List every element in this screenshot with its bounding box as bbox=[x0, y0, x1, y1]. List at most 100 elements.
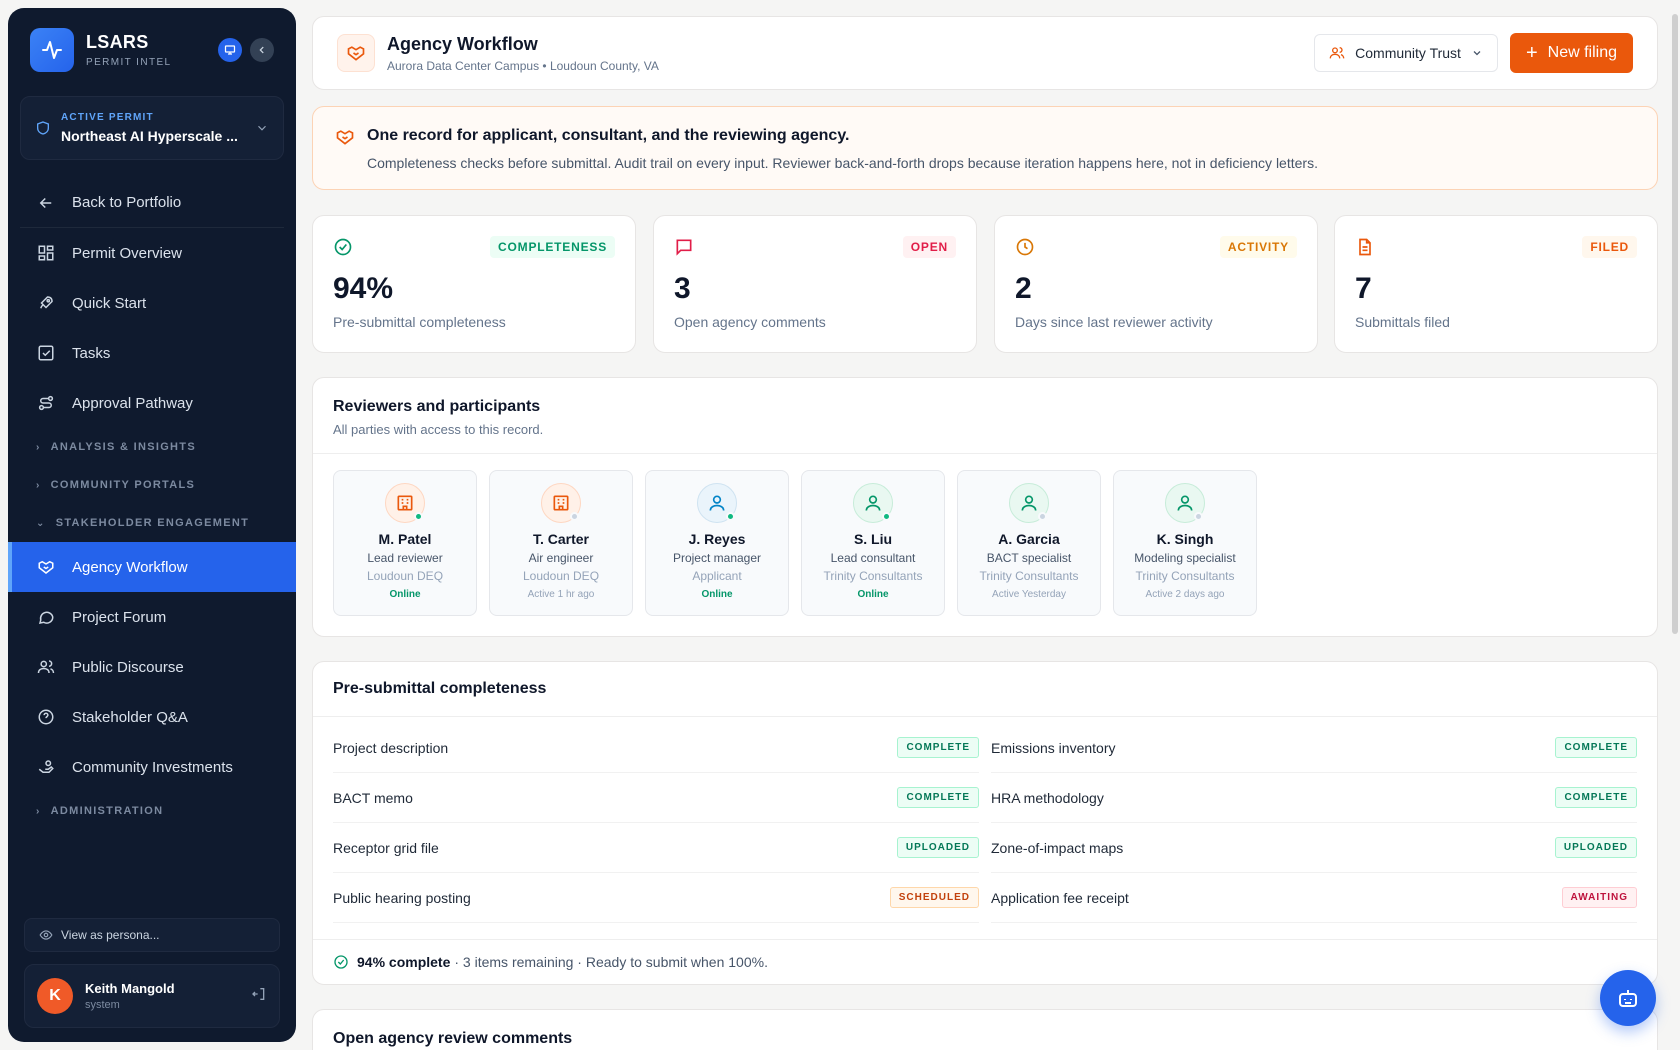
participant-org: Loudoun DEQ bbox=[366, 569, 444, 583]
checklist-label: Application fee receipt bbox=[991, 889, 1129, 906]
sidebar-item-permit-overview[interactable]: Permit Overview bbox=[8, 228, 296, 278]
info-banner: One record for applicant, consultant, an… bbox=[312, 106, 1658, 190]
building-icon bbox=[385, 483, 425, 523]
checklist-label: Emissions inventory bbox=[991, 739, 1116, 756]
page-header: Agency Workflow Aurora Data Center Campu… bbox=[312, 16, 1658, 90]
collapse-sidebar-icon[interactable] bbox=[250, 38, 274, 62]
stat-label: Days since last reviewer activity bbox=[1015, 314, 1213, 330]
participant-org: Trinity Consultants bbox=[979, 569, 1079, 583]
community-trust-dropdown[interactable]: Community Trust bbox=[1314, 34, 1498, 72]
stat-label: Submittals filed bbox=[1355, 314, 1450, 330]
handshake-icon bbox=[337, 34, 375, 72]
sidebar-item-community-investments[interactable]: Community Investments bbox=[8, 742, 296, 792]
sidebar-item-back[interactable]: Back to Portfolio bbox=[20, 178, 284, 228]
status-badge: COMPLETE bbox=[897, 737, 979, 758]
sidebar-item-quick-start[interactable]: Quick Start bbox=[8, 278, 296, 328]
chevron-down-icon: ⌄ bbox=[36, 517, 46, 529]
user-icon bbox=[1165, 483, 1205, 523]
section-label: COMMUNITY PORTALS bbox=[50, 479, 196, 491]
active-permit-label: ACTIVE PERMIT bbox=[61, 112, 154, 123]
dropdown-label: Community Trust bbox=[1355, 45, 1461, 61]
sidebar-item-label: Community Investments bbox=[72, 758, 233, 776]
section-analysis[interactable]: › ANALYSIS & INSIGHTS bbox=[8, 428, 296, 466]
sidebar-item-label: Agency Workflow bbox=[72, 558, 188, 576]
participant-card[interactable]: J. Reyes Project manager Applicant Onlin… bbox=[645, 470, 789, 616]
sidebar-item-label: Permit Overview bbox=[72, 244, 183, 262]
checklist-row[interactable]: Application fee receipt AWAITING bbox=[991, 873, 1637, 923]
page-title: Agency Workflow bbox=[387, 33, 538, 54]
section-title: Pre-submittal completeness bbox=[333, 680, 547, 697]
checklist-row[interactable]: HRA methodology COMPLETE bbox=[991, 773, 1637, 823]
sidebar-item-agency-workflow[interactable]: Agency Workflow bbox=[8, 542, 296, 592]
checklist-row[interactable]: Public hearing posting SCHEDULED bbox=[333, 873, 979, 923]
checklist-row[interactable]: Receptor grid file UPLOADED bbox=[333, 823, 979, 873]
reviewers-panel: Reviewers and participants All parties w… bbox=[312, 377, 1658, 637]
sidebar-item-stakeholder-qa[interactable]: Stakeholder Q&A bbox=[8, 692, 296, 742]
checklist-label: Receptor grid file bbox=[333, 839, 439, 856]
section-admin[interactable]: › ADMINISTRATION bbox=[8, 792, 296, 830]
participant-org: Trinity Consultants bbox=[823, 569, 923, 583]
presentation-icon[interactable] bbox=[218, 38, 242, 62]
sidebar-item-project-forum[interactable]: Project Forum bbox=[8, 592, 296, 642]
checklist-row[interactable]: BACT memo COMPLETE bbox=[333, 773, 979, 823]
pulse-icon bbox=[30, 28, 74, 72]
stat-card-completeness: COMPLETENESS 94% Pre-submittal completen… bbox=[312, 215, 636, 353]
section-portals[interactable]: › COMMUNITY PORTALS bbox=[8, 466, 296, 504]
sidebar-item-approval-pathway[interactable]: Approval Pathway bbox=[8, 378, 296, 428]
active-permit-selector[interactable]: ACTIVE PERMIT Northeast AI Hyperscale ..… bbox=[20, 96, 284, 160]
view-as-persona-select[interactable]: View as persona... bbox=[24, 918, 280, 952]
checklist-row[interactable]: Project description COMPLETE bbox=[333, 723, 979, 773]
checklist-row[interactable]: Emissions inventory COMPLETE bbox=[991, 723, 1637, 773]
participant-card[interactable]: S. Liu Lead consultant Trinity Consultan… bbox=[801, 470, 945, 616]
sidebar-item-tasks[interactable]: Tasks bbox=[8, 328, 296, 378]
user-card: K Keith Mangold system bbox=[24, 964, 280, 1028]
new-filing-button[interactable]: + New filing bbox=[1509, 33, 1633, 73]
checklist-row[interactable]: Zone-of-impact maps UPLOADED bbox=[991, 823, 1637, 873]
completeness-percent: 94% complete bbox=[357, 954, 451, 970]
participant-org: Applicant bbox=[692, 569, 742, 583]
sidebar-item-public-discourse[interactable]: Public Discourse bbox=[8, 642, 296, 692]
sidebar-nav: Back to Portfolio Permit Overview Quick … bbox=[8, 178, 296, 830]
status-badge: UPLOADED bbox=[896, 837, 979, 858]
handshake-icon bbox=[336, 130, 354, 145]
participant-name: T. Carter bbox=[532, 531, 590, 547]
assistant-bot-button[interactable] bbox=[1600, 970, 1656, 1026]
stat-badge: FILED bbox=[1582, 236, 1637, 258]
participant-card[interactable]: K. Singh Modeling specialist Trinity Con… bbox=[1113, 470, 1257, 616]
sidebar: LSARS PERMIT INTEL ACTIVE PERMIT Northea… bbox=[8, 8, 296, 1042]
stat-value: 3 bbox=[674, 272, 691, 305]
handshake-icon bbox=[36, 557, 56, 577]
grid-icon bbox=[36, 243, 56, 263]
page-scrollbar[interactable] bbox=[1672, 14, 1678, 634]
participant-card[interactable]: T. Carter Air engineer Loudoun DEQ Activ… bbox=[489, 470, 633, 616]
presence-dot bbox=[1038, 512, 1047, 521]
brand-name: LSARS bbox=[86, 32, 149, 52]
banner-title: One record for applicant, consultant, an… bbox=[367, 127, 850, 144]
completeness-panel: Pre-submittal completeness Project descr… bbox=[312, 661, 1658, 985]
rocket-icon bbox=[36, 293, 56, 313]
participant-card[interactable]: M. Patel Lead reviewer Loudoun DEQ Onlin… bbox=[333, 470, 477, 616]
hand-coins-icon bbox=[36, 757, 56, 777]
sidebar-item-label: Approval Pathway bbox=[72, 394, 193, 412]
help-circle-icon bbox=[36, 707, 56, 727]
chat-bubble-icon bbox=[36, 607, 56, 627]
presence-dot bbox=[414, 512, 423, 521]
participant-card[interactable]: A. Garcia BACT specialist Trinity Consul… bbox=[957, 470, 1101, 616]
logout-icon[interactable] bbox=[251, 986, 267, 1007]
participant-status: Active 1 hr ago bbox=[527, 589, 595, 600]
completeness-footer: 94% complete · 3 items remaining · Ready… bbox=[313, 939, 1657, 984]
presence-dot bbox=[1194, 512, 1203, 521]
section-stakeholder[interactable]: ⌄ STAKEHOLDER ENGAGEMENT bbox=[8, 504, 296, 542]
checklist-label: BACT memo bbox=[333, 789, 413, 806]
bot-icon bbox=[1619, 990, 1637, 1007]
eye-icon bbox=[39, 928, 53, 942]
checklist-label: HRA methodology bbox=[991, 789, 1104, 806]
sidebar-item-label: Back to Portfolio bbox=[72, 194, 182, 211]
page-subtitle: Aurora Data Center Campus • Loudoun Coun… bbox=[387, 58, 659, 73]
checklist-label: Project description bbox=[333, 739, 449, 756]
section-label: ANALYSIS & INSIGHTS bbox=[50, 441, 196, 453]
participant-role: Project manager bbox=[672, 551, 762, 565]
shield-icon bbox=[37, 121, 49, 135]
check-circle-icon bbox=[334, 238, 352, 256]
status-badge: COMPLETE bbox=[897, 787, 979, 808]
